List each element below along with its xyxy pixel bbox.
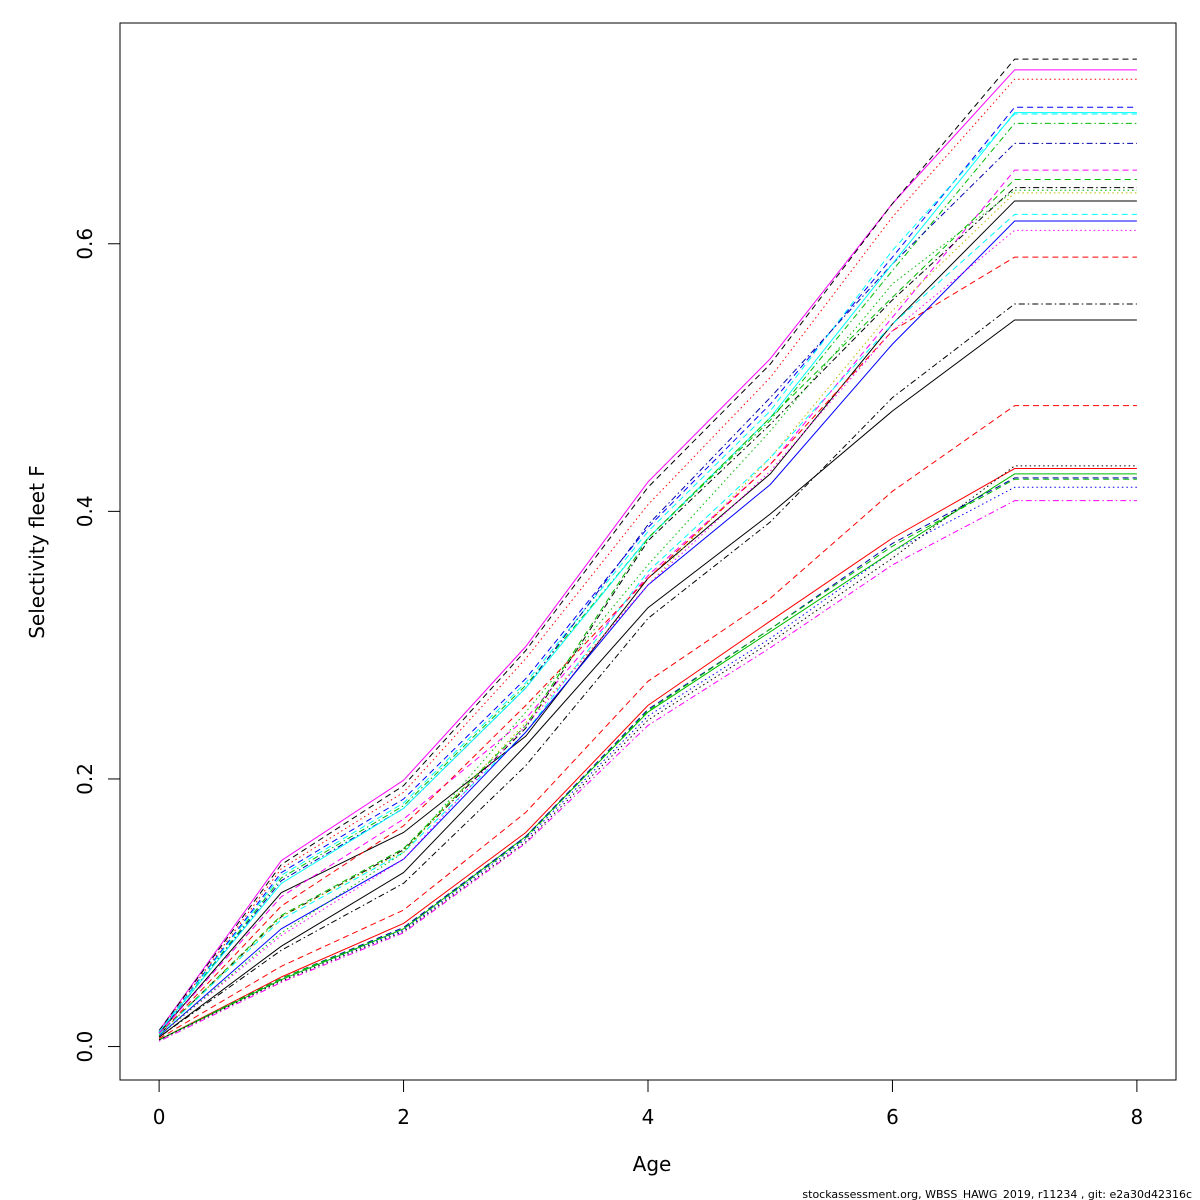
x-tick-label-8: 8 (1131, 1105, 1144, 1129)
x-tick-label-4: 4 (642, 1105, 655, 1129)
x-tick-label-2: 2 (397, 1105, 410, 1129)
x-axis: 0 2 4 6 8 (153, 1079, 1144, 1129)
series-line-4 (158, 106, 1137, 1033)
x-tick-label-0: 0 (153, 1105, 166, 1129)
series-layer (158, 58, 1137, 1042)
x-axis-title: Age (633, 1152, 672, 1176)
series-line-1 (158, 69, 1137, 1031)
y-tick-label-2: 0.4 (73, 495, 97, 527)
series-line-25 (158, 500, 1137, 1042)
series-line-27 (158, 478, 1137, 1041)
series-line-19 (158, 303, 1137, 1038)
series-line-22 (158, 468, 1137, 1041)
series-line-15 (158, 213, 1137, 1035)
series-line-28 (158, 465, 1137, 1041)
series-line-21 (158, 405, 1137, 1039)
series-line-13 (158, 256, 1137, 1035)
footer-credit: stockassessment.org, WBSS_HAWG_2019, r11… (802, 1188, 1192, 1200)
series-line-3 (158, 78, 1137, 1033)
y-tick-label-3: 0.6 (73, 228, 97, 260)
y-axis: 0.0 0.2 0.4 0.6 (73, 228, 121, 1063)
series-line-5 (158, 113, 1137, 1033)
y-tick-label-1: 0.2 (73, 763, 97, 795)
series-line-20 (158, 319, 1137, 1038)
x-tick-label-6: 6 (886, 1105, 899, 1129)
series-line-2 (158, 58, 1137, 1031)
y-tick-label-0: 0.0 (73, 1031, 97, 1063)
series-line-10 (158, 169, 1137, 1034)
y-axis-title: Selectivity fleet F (25, 465, 49, 639)
series-line-16 (158, 220, 1137, 1037)
series-line-7 (158, 142, 1137, 1034)
series-line-8 (158, 112, 1137, 1033)
series-line-11 (158, 179, 1137, 1035)
